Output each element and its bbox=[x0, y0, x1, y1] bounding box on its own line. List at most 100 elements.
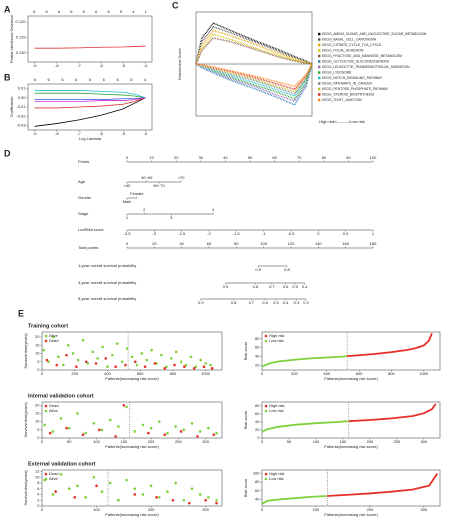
point bbox=[45, 358, 49, 362]
row-tick-label: 20 bbox=[174, 155, 179, 160]
point bbox=[198, 493, 202, 496]
point bbox=[73, 496, 77, 499]
row-tick-label: >70 bbox=[178, 175, 186, 180]
top-count: 5 bbox=[120, 9, 123, 14]
x-tick-label: 800 bbox=[170, 371, 177, 376]
point bbox=[125, 478, 128, 482]
point bbox=[115, 342, 119, 345]
top-count: 6 bbox=[34, 77, 37, 82]
point bbox=[43, 423, 47, 427]
row-tick-label: 120 bbox=[288, 241, 295, 246]
point bbox=[59, 417, 63, 420]
y-tick-label: 20 bbox=[255, 363, 260, 368]
point bbox=[94, 362, 98, 365]
x-tick-label: 300 bbox=[420, 507, 427, 512]
legend-marker bbox=[318, 98, 321, 102]
point bbox=[173, 363, 176, 367]
legend-label: Low risk bbox=[269, 408, 284, 413]
row-tick-label: 0.2 bbox=[303, 300, 309, 305]
point bbox=[198, 430, 202, 433]
legend-marker bbox=[318, 54, 321, 58]
row-tick-label: 0.9 bbox=[255, 267, 261, 272]
x-tick-label: 0 bbox=[261, 371, 264, 376]
x-tick-label: -8 bbox=[55, 63, 59, 68]
y-tick-label: 8 bbox=[37, 480, 40, 485]
x-tick-label: 250 bbox=[175, 439, 182, 444]
y-axis-label: Survival time(years) bbox=[23, 402, 28, 438]
series-line bbox=[34, 97, 146, 102]
point bbox=[81, 338, 85, 342]
series-line bbox=[348, 403, 437, 423]
plot-frame bbox=[261, 331, 441, 371]
legend-marker bbox=[44, 334, 48, 338]
point bbox=[124, 363, 127, 367]
point bbox=[57, 355, 60, 359]
x-tick-label: 1000 bbox=[419, 371, 429, 376]
series-line bbox=[195, 29, 313, 65]
point bbox=[183, 365, 186, 368]
row-tick-label: 90 bbox=[346, 155, 351, 160]
row-tick-label: 3 bbox=[170, 215, 173, 220]
point bbox=[84, 431, 87, 435]
x-axis-label: Patients(increasing risk score) bbox=[105, 444, 159, 449]
x-tick-label: 100 bbox=[93, 507, 100, 512]
point bbox=[66, 343, 70, 347]
row-tick-label: 0.7 bbox=[269, 284, 275, 289]
point bbox=[215, 501, 218, 505]
point bbox=[141, 493, 145, 496]
x-tick-label: 250 bbox=[394, 439, 401, 444]
row-tick-label: 40~60 bbox=[141, 175, 153, 180]
point bbox=[96, 357, 99, 360]
legend-label: KEGG_LEUKOCYTE_TRANSENDOTHELIAL_MIGRATIO… bbox=[322, 65, 410, 69]
y-tick-label: 60 bbox=[255, 411, 260, 416]
legend-label: High risk bbox=[269, 471, 285, 476]
y-tick-label: 0.120 bbox=[15, 19, 26, 24]
legend-marker bbox=[44, 409, 48, 413]
series-line bbox=[261, 495, 327, 505]
row-label: Points bbox=[78, 159, 89, 164]
row-tick-label: Female bbox=[130, 191, 144, 196]
legend-marker bbox=[264, 472, 268, 476]
top-count: 6 bbox=[116, 77, 119, 82]
point bbox=[67, 426, 71, 430]
legend-marker bbox=[44, 472, 48, 476]
y-tick-label: 15 bbox=[35, 411, 40, 416]
point bbox=[133, 360, 137, 364]
y-tick-label: 12 bbox=[35, 469, 40, 474]
row-tick-label: 40 bbox=[223, 155, 228, 160]
y-tick-label: 0.00 bbox=[18, 95, 27, 100]
row-tick-label: 50 bbox=[248, 155, 253, 160]
top-count: 6 bbox=[83, 9, 86, 14]
plot-frame bbox=[41, 401, 223, 439]
point bbox=[210, 367, 214, 370]
point bbox=[52, 335, 55, 339]
row-tick-label: 0.9 bbox=[223, 284, 229, 289]
row-tick-label: 0.4 bbox=[302, 284, 308, 289]
point bbox=[155, 496, 158, 499]
y-axis-label: Survival time(years) bbox=[23, 470, 28, 506]
point bbox=[207, 426, 210, 430]
point bbox=[122, 403, 126, 407]
panel-letter: E bbox=[18, 308, 24, 318]
legend-label: KEGG_FOCAL_ADHESION bbox=[322, 48, 364, 52]
y-axis-label: Risk score bbox=[243, 341, 248, 360]
series-line bbox=[195, 63, 313, 91]
y-axis-label: Risk score bbox=[243, 478, 248, 497]
x-tick-label: 0 bbox=[41, 371, 44, 376]
legend-label: KEGG_PENTOSE_PHOSPHATE_PATHWAY bbox=[322, 87, 389, 91]
series-line bbox=[34, 45, 146, 49]
legend-marker bbox=[318, 76, 321, 80]
y-tick-label: 0 bbox=[37, 367, 40, 372]
point bbox=[189, 355, 193, 359]
top-count: 4 bbox=[132, 9, 135, 14]
series-line bbox=[195, 63, 313, 97]
y-axis-label: Partial Likelihood Deviance bbox=[9, 14, 14, 63]
top-count: 6 bbox=[61, 77, 64, 82]
point bbox=[199, 358, 203, 362]
plot-frame bbox=[41, 331, 223, 371]
legend-marker bbox=[318, 43, 321, 47]
point bbox=[76, 412, 79, 415]
point bbox=[149, 484, 153, 488]
y-tick-label: 10 bbox=[35, 474, 40, 479]
panel-letter: D bbox=[4, 148, 11, 158]
